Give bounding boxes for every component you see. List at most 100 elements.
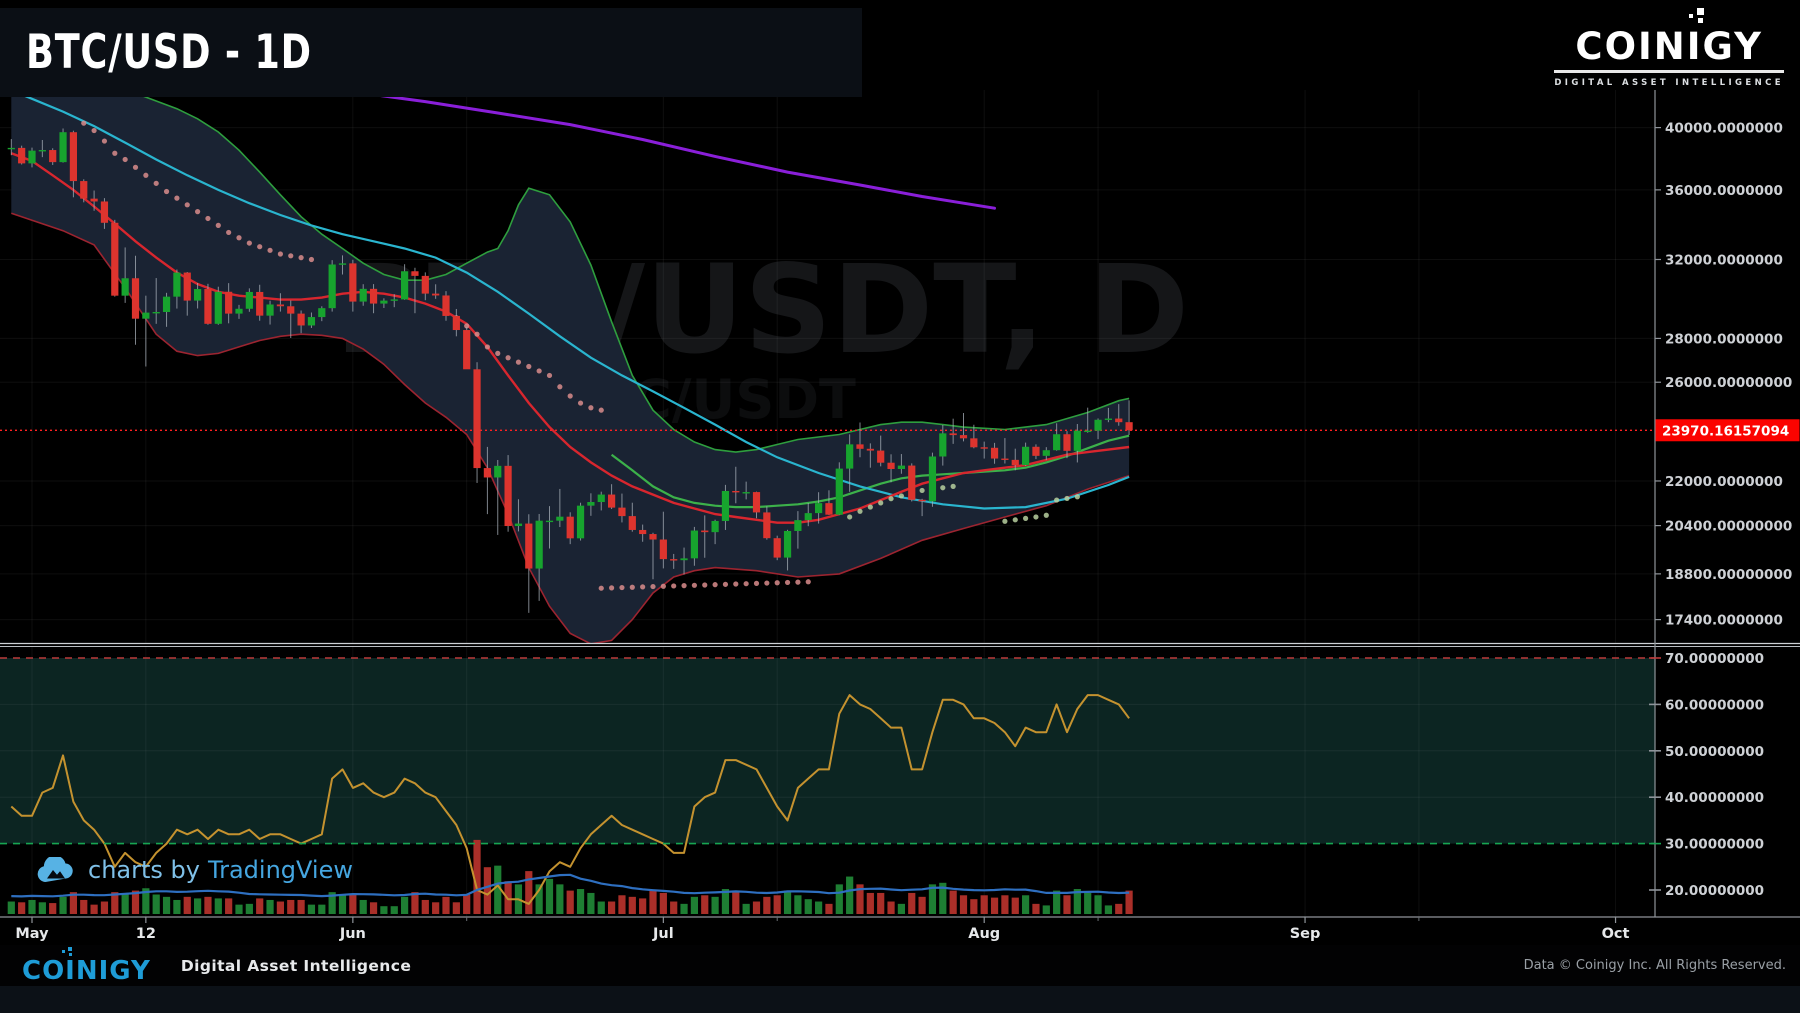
footer-coinigy-text: COINIGY xyxy=(22,956,151,986)
candle xyxy=(225,291,233,314)
volume-bar xyxy=(825,903,833,914)
volume-bar xyxy=(421,899,429,914)
candle xyxy=(608,494,616,508)
coinigy-tagline: DIGITAL ASSET INTELLIGENCE xyxy=(1554,78,1784,88)
time-axis-label: Jun xyxy=(339,926,366,942)
volume-bar xyxy=(670,901,678,914)
time-axis-label: Sep xyxy=(1290,926,1321,942)
volume-bar xyxy=(473,839,481,914)
candle xyxy=(566,516,574,539)
candle xyxy=(307,317,316,326)
time-axis[interactable]: May 12 Jun Jul Aug Sep Oct xyxy=(0,916,1800,942)
candle xyxy=(111,222,119,296)
sar-dot xyxy=(1064,495,1070,502)
candle xyxy=(59,132,67,163)
pane-separator[interactable] xyxy=(0,642,1800,647)
sar-dot xyxy=(101,138,108,144)
candle xyxy=(100,201,109,223)
candle xyxy=(349,263,357,302)
candle xyxy=(908,465,916,500)
price-axis-label: 22000.0000000 xyxy=(1665,474,1783,490)
candle xyxy=(721,490,730,521)
sar-dot xyxy=(774,580,780,586)
candle xyxy=(804,513,812,521)
volume-bar xyxy=(897,903,905,914)
price-axis-label: 17400.0000000 xyxy=(1665,613,1783,629)
candle xyxy=(121,278,129,296)
sar-dot xyxy=(671,583,677,589)
price-pane[interactable]: BTC/USDT, D BTC/USDT xyxy=(0,51,1655,644)
footer-substrip xyxy=(0,986,1800,1013)
volume-bar xyxy=(225,898,233,914)
volume-bar xyxy=(887,901,895,914)
candle xyxy=(887,462,895,469)
bb-middle-line xyxy=(610,434,1130,509)
sar-dot xyxy=(619,584,625,591)
volume-bar xyxy=(245,903,253,914)
candle xyxy=(690,530,698,559)
volume-bar xyxy=(742,903,750,914)
volume-bar xyxy=(815,901,823,914)
candle xyxy=(701,530,709,533)
footer-tagline: Digital Asset Intelligence xyxy=(180,956,412,975)
sar-dot xyxy=(184,202,190,208)
rsi-pane[interactable] xyxy=(0,646,1655,917)
sar-dot xyxy=(733,581,739,587)
volume-bar xyxy=(711,896,719,914)
volume-bar xyxy=(721,889,730,914)
volume-bar xyxy=(256,898,264,914)
sar-dot xyxy=(236,235,242,241)
time-axis-label: Oct xyxy=(1602,926,1630,942)
volume-bar xyxy=(690,896,698,914)
price-axis-label: 36000.0000000 xyxy=(1665,183,1783,199)
volume-bar xyxy=(639,898,647,914)
sar-dot xyxy=(1054,497,1060,503)
time-axis-label: Aug xyxy=(968,926,1000,942)
volume-bar xyxy=(877,892,885,914)
sar-dot xyxy=(515,359,522,365)
sar-dot xyxy=(784,579,791,586)
sar-dot xyxy=(743,581,749,587)
candle xyxy=(742,492,750,494)
volume-bar xyxy=(214,898,222,914)
volume-bar xyxy=(649,890,657,914)
rsi-axis-label: 60.00000000 xyxy=(1665,697,1764,713)
candle xyxy=(297,313,305,326)
candle xyxy=(1053,434,1061,451)
volume-bar xyxy=(266,899,274,914)
rsi-axis-label: 50.00000000 xyxy=(1665,744,1764,760)
sar-dot xyxy=(163,188,170,195)
candle xyxy=(194,289,202,301)
rsi-line-layer xyxy=(10,694,1130,905)
bb-fill xyxy=(11,90,1130,643)
tradingview-attribution[interactable]: charts by TradingView xyxy=(36,852,353,888)
sar-dot xyxy=(640,584,646,590)
candle xyxy=(380,300,388,304)
sar-dot xyxy=(898,493,905,499)
copyright-text: Data © Coinigy Inc. All Rights Reserved. xyxy=(1523,958,1786,973)
sar-dot xyxy=(267,247,273,253)
candle xyxy=(266,304,274,316)
last-price-label-box xyxy=(1655,419,1800,442)
volume-bar xyxy=(349,894,357,914)
candle xyxy=(245,291,253,309)
sar-dot xyxy=(546,372,553,379)
candle xyxy=(659,539,667,560)
volume-bar xyxy=(494,865,502,914)
sar-dot xyxy=(277,251,283,257)
price-axis[interactable]: 40000.0000000 36000.0000000 32000.0000000 2… xyxy=(1649,90,1800,917)
volume-bar xyxy=(287,899,295,914)
bollinger-bands xyxy=(11,90,1130,643)
volume-bar xyxy=(90,904,98,914)
sar-dot xyxy=(919,487,925,494)
candle xyxy=(411,271,419,276)
candle xyxy=(18,147,26,164)
sar-dot xyxy=(122,156,128,163)
candle xyxy=(204,289,212,324)
sar-dot xyxy=(753,580,760,586)
sar-dot xyxy=(650,583,656,590)
volume-bar xyxy=(763,896,771,914)
candle xyxy=(390,299,398,301)
footer-coinigy-mark-icon xyxy=(62,947,76,957)
